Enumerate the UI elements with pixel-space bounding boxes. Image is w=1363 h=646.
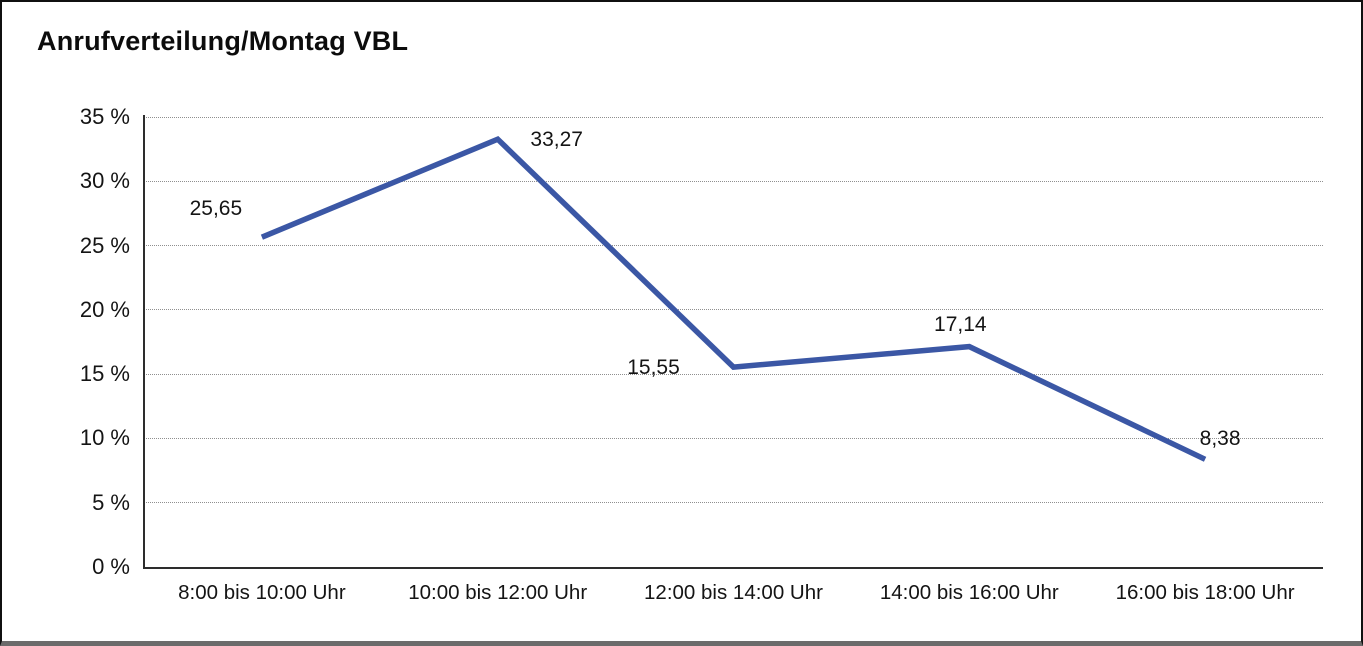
series-line bbox=[260, 135, 1207, 462]
y-axis-tick-label: 10 % bbox=[79, 425, 130, 451]
y-axis-tick-label: 0 % bbox=[92, 554, 130, 579]
y-gridline bbox=[144, 502, 1323, 504]
data-point-label: 8,38 bbox=[1199, 427, 1241, 451]
y-axis-tick-label: 25 % bbox=[79, 232, 130, 258]
data-point-label: 25,65 bbox=[189, 197, 243, 221]
y-axis-line bbox=[143, 115, 145, 569]
y-axis-tick-label: 30 % bbox=[79, 168, 130, 194]
y-axis-tick-label: 20 % bbox=[79, 296, 130, 322]
x-axis-category-label: 16:00 bis 18:00 Uhr bbox=[1115, 581, 1295, 604]
y-gridline bbox=[144, 180, 1323, 182]
x-axis-line bbox=[143, 567, 1323, 569]
y-axis-tick-label: 15 % bbox=[79, 361, 130, 387]
data-point-label: 15,55 bbox=[627, 356, 680, 380]
y-gridline bbox=[144, 245, 1323, 247]
y-axis-tick-label: 5 % bbox=[92, 489, 130, 515]
x-axis-category-label: 8:00 bis 10:00 Uhr bbox=[178, 581, 346, 604]
x-axis-category-label: 10:00 bis 12:00 Uhr bbox=[408, 581, 588, 604]
data-point-label: 33,27 bbox=[530, 128, 583, 152]
y-axis-tick-label: 35 % bbox=[79, 104, 130, 129]
x-axis-category-label: 14:00 bis 16:00 Uhr bbox=[879, 581, 1059, 604]
y-gridline bbox=[144, 373, 1323, 375]
data-point-label: 17,14 bbox=[934, 312, 987, 336]
y-gridline bbox=[144, 309, 1323, 311]
y-gridline bbox=[144, 116, 1323, 118]
x-axis-category-label: 12:00 bis 14:00 Uhr bbox=[644, 581, 823, 604]
chart-title: Anrufverteilung/Montag VBL bbox=[37, 26, 409, 56]
